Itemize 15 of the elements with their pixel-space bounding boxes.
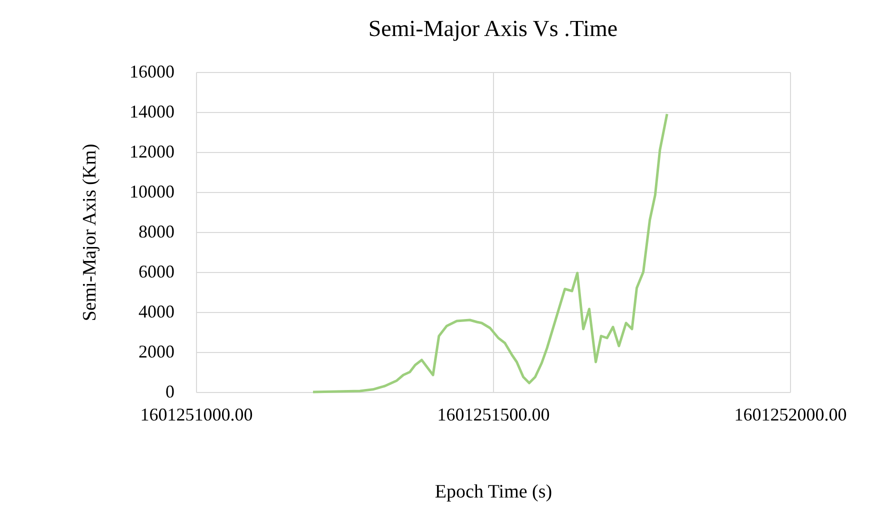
y-tick-label: 0 <box>166 382 174 402</box>
y-tick-label: 16000 <box>130 62 174 82</box>
y-axis-title: Semi-Major Axis (Km) <box>80 144 100 322</box>
x-tick-label: 1601251000.00 <box>140 404 253 424</box>
y-tick-label: 12000 <box>130 142 174 162</box>
x-tick-label: 1601252000.00 <box>734 404 847 424</box>
chart-title: Semi-Major Axis Vs .Time <box>368 16 618 41</box>
y-tick-label: 6000 <box>138 262 174 282</box>
y-tick-label: 14000 <box>130 102 174 122</box>
x-tick-label: 1601251500.00 <box>437 404 550 424</box>
y-tick-label: 8000 <box>138 222 174 242</box>
x-axis-title: Epoch Time (s) <box>434 482 552 502</box>
y-tick-label: 10000 <box>130 182 174 202</box>
y-tick-label: 4000 <box>138 302 174 322</box>
y-tick-label: 2000 <box>138 342 174 362</box>
